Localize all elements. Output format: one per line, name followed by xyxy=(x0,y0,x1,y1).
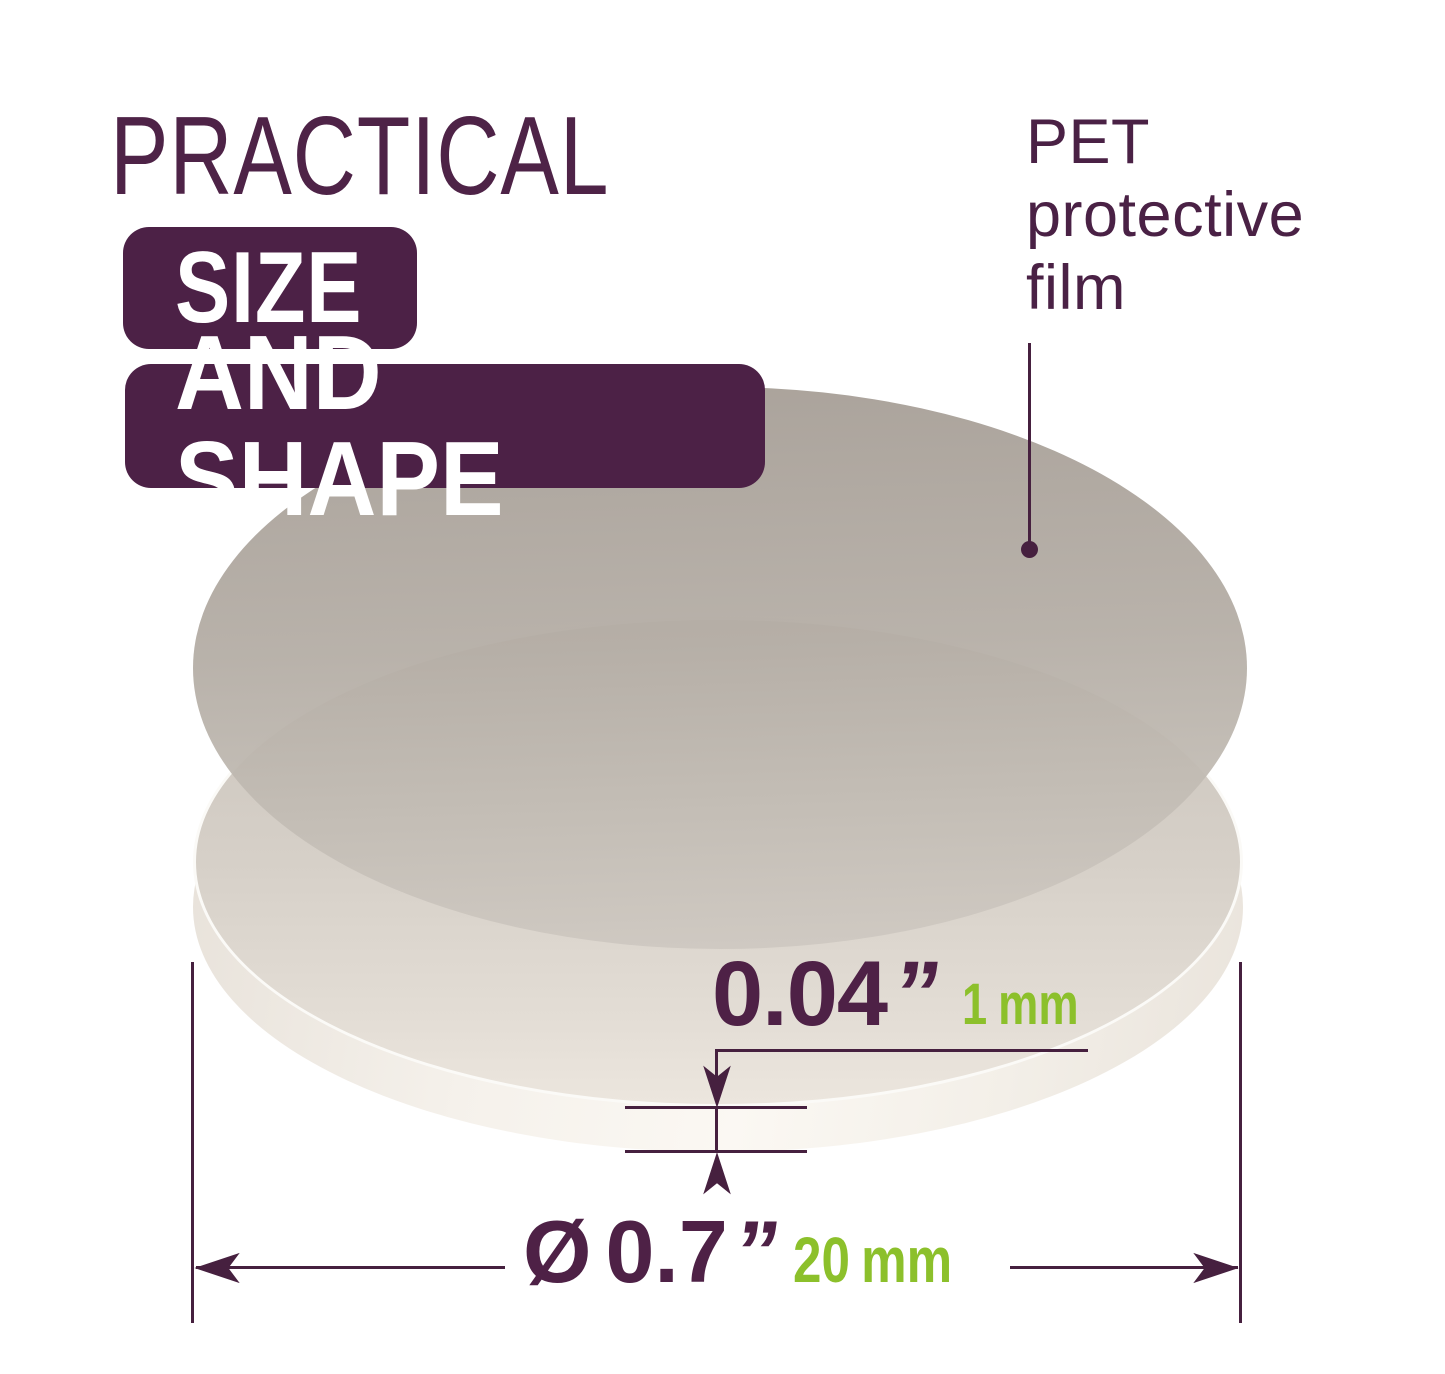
shape-badge: AND SHAPE xyxy=(125,320,765,532)
headline-title-text: PRACTICAL xyxy=(110,94,610,218)
thickness-arrow-up-icon xyxy=(703,1152,731,1195)
pet-film-label: PET protective film xyxy=(1026,106,1304,325)
diameter-label: Ø 0.7” 20 mm xyxy=(505,1202,1010,1320)
thickness-mm-unit: mm xyxy=(998,972,1079,1037)
thickness-leader-line xyxy=(717,1049,1088,1052)
diameter-inches: 0.7 xyxy=(605,1202,728,1301)
thickness-extent-bottom-line xyxy=(625,1150,807,1153)
diameter-extension-line-right xyxy=(1239,962,1242,1323)
size-badge: SIZE xyxy=(123,227,417,349)
thickness-leader-drop xyxy=(715,1049,718,1099)
size-badge-label: SIZE xyxy=(175,231,363,344)
thickness-metric-value: 1 mm xyxy=(962,976,1111,1034)
diameter-mm-unit: mm xyxy=(860,1224,952,1296)
pet-film-label-line1: PET xyxy=(1026,107,1151,177)
pet-film-label-line2: protective xyxy=(1026,180,1305,250)
thickness-arrow-down-icon xyxy=(703,1065,731,1108)
shape-badge-label: AND SHAPE xyxy=(175,314,504,538)
thickness-imperial-value: 0.04” xyxy=(712,943,946,1045)
thickness-gap-line xyxy=(715,1106,718,1153)
inch-mark-icon: ” xyxy=(727,1202,786,1301)
inch-mark-icon: ” xyxy=(886,943,947,1045)
diameter-mm: 20 xyxy=(792,1224,850,1296)
diameter-arrow-left-icon xyxy=(194,1252,240,1284)
diameter-metric-value: 20 mm xyxy=(793,1228,992,1292)
thickness-inches: 0.04 xyxy=(712,943,888,1045)
pet-film-label-line3: film xyxy=(1026,253,1126,323)
thickness-mm: 1 xyxy=(962,972,988,1037)
diameter-arrow-right-icon xyxy=(1193,1252,1239,1284)
diameter-extension-line-left xyxy=(191,962,194,1323)
headline-title: PRACTICAL xyxy=(110,101,742,212)
diameter-imperial-value: Ø 0.7” xyxy=(523,1202,786,1301)
diameter-symbol: Ø xyxy=(523,1202,592,1301)
callout-leader-line xyxy=(1028,343,1031,545)
callout-dot xyxy=(1021,541,1038,558)
